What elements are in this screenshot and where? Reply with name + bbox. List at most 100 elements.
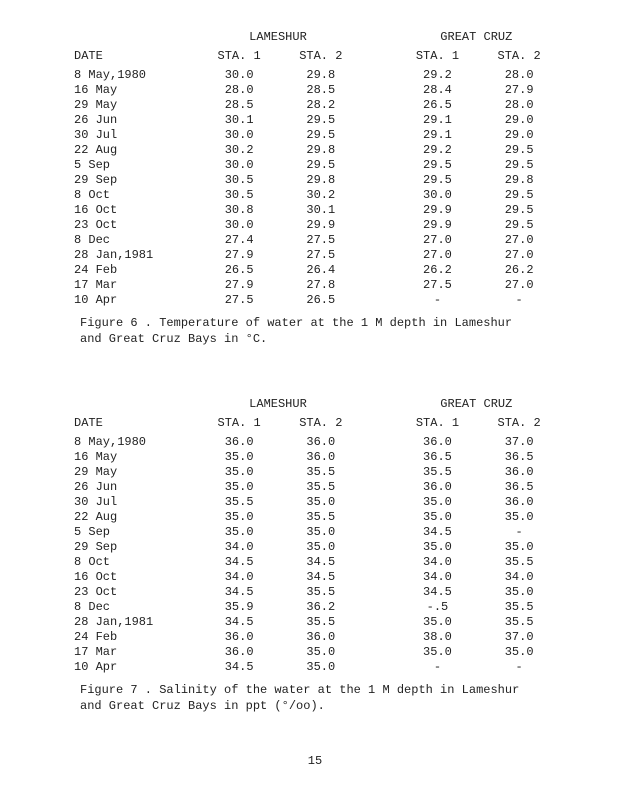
table-row: 10 Apr34.535.0--	[70, 660, 560, 675]
spacer	[362, 218, 397, 233]
col-sta: 29.8	[280, 68, 362, 83]
col-sta: 27.4	[198, 233, 280, 248]
temp-group-greatcruz: GREAT CRUZ	[397, 30, 560, 45]
col-date: DATE	[70, 416, 198, 431]
col-sta: 34.0	[198, 570, 280, 585]
sal-group-header: LAMESHUR GREAT CRUZ	[70, 397, 560, 412]
spacer	[362, 660, 397, 675]
col-sta: 30.1	[280, 203, 362, 218]
col-sta: -	[397, 660, 479, 675]
spacer	[362, 525, 397, 540]
col-sta: 29.8	[478, 173, 560, 188]
col-sta: 29.5	[478, 143, 560, 158]
col-date: 8 Dec	[70, 600, 198, 615]
col-sta: 29.8	[280, 173, 362, 188]
table-row: 22 Aug35.035.535.035.0	[70, 510, 560, 525]
col-sta: 35.0	[478, 510, 560, 525]
col-date: 23 Oct	[70, 585, 198, 600]
col-sta: 35.0	[397, 495, 479, 510]
col-sta: 36.5	[478, 450, 560, 465]
col-sta3: STA. 1	[397, 416, 479, 431]
sal-col-header: DATE STA. 1 STA. 2 STA. 1 STA. 2	[70, 416, 560, 431]
col-sta: 26.5	[198, 263, 280, 278]
spacer	[362, 495, 397, 510]
col-sta: 27.9	[478, 83, 560, 98]
table-row: 16 May28.028.528.427.9	[70, 83, 560, 98]
col-sta: 35.5	[198, 495, 280, 510]
col-date: 5 Sep	[70, 158, 198, 173]
col-sta: 27.5	[397, 278, 479, 293]
col-sta: 28.4	[397, 83, 479, 98]
col-sta: 29.5	[397, 158, 479, 173]
spacer	[362, 173, 397, 188]
col-sta: 34.5	[198, 555, 280, 570]
col-date: 26 Jun	[70, 480, 198, 495]
col-sta: 30.8	[198, 203, 280, 218]
col-sta: 35.0	[280, 660, 362, 675]
col-sta: 35.0	[478, 585, 560, 600]
col-sta: 27.8	[280, 278, 362, 293]
table-row: 26 Jun30.129.529.129.0	[70, 113, 560, 128]
col-sta: -	[478, 525, 560, 540]
table-row: 8 May,198030.029.829.228.0	[70, 68, 560, 83]
col-sta: 29.1	[397, 113, 479, 128]
spacer	[362, 510, 397, 525]
col-sta: 34.5	[280, 555, 362, 570]
col-sta: 30.2	[198, 143, 280, 158]
table-row: 22 Aug30.229.829.229.5	[70, 143, 560, 158]
col-sta: 27.0	[478, 233, 560, 248]
col-sta: 36.0	[198, 435, 280, 450]
col-sta: 36.0	[280, 435, 362, 450]
col-sta: 34.5	[198, 660, 280, 675]
table-row: 28 Jan,198134.535.535.035.5	[70, 615, 560, 630]
col-sta: 26.2	[478, 263, 560, 278]
spacer	[362, 555, 397, 570]
col-sta: 27.5	[280, 248, 362, 263]
col-sta: 29.9	[397, 218, 479, 233]
col-sta: -	[478, 293, 560, 308]
col-sta3: STA. 1	[397, 49, 479, 64]
table-row: 26 Jun35.035.536.036.5	[70, 480, 560, 495]
table-row: 29 May28.528.226.528.0	[70, 98, 560, 113]
col-sta: 29.1	[397, 128, 479, 143]
col-sta: 29.5	[280, 128, 362, 143]
sal-caption: Figure 7 . Salinity of the water at the …	[80, 683, 540, 714]
col-sta: 35.0	[280, 540, 362, 555]
col-sta: 36.0	[280, 630, 362, 645]
col-sta: 30.5	[198, 173, 280, 188]
col-sta: 35.0	[397, 615, 479, 630]
col-sta: 36.5	[397, 450, 479, 465]
col-sta: 34.5	[397, 585, 479, 600]
spacer	[362, 293, 397, 308]
col-sta: 29.0	[478, 113, 560, 128]
col-sta: 36.0	[478, 465, 560, 480]
col-sta: 27.9	[198, 248, 280, 263]
col-sta: 34.0	[478, 570, 560, 585]
spacer	[362, 83, 397, 98]
spacer	[362, 143, 397, 158]
temp-group-lameshur: LAMESHUR	[198, 30, 361, 45]
col-sta: -.5	[397, 600, 479, 615]
col-date: 16 Oct	[70, 203, 198, 218]
spacer	[362, 435, 397, 450]
col-sta: 35.5	[280, 465, 362, 480]
col-date: DATE	[70, 49, 198, 64]
table-row: 29 Sep30.529.829.529.8	[70, 173, 560, 188]
col-sta: 36.0	[198, 645, 280, 660]
table-row: 8 Oct30.530.230.029.5	[70, 188, 560, 203]
table-row: 24 Feb36.036.038.037.0	[70, 630, 560, 645]
col-date: 17 Mar	[70, 278, 198, 293]
table-row: 8 Dec35.936.2-.535.5	[70, 600, 560, 615]
spacer	[362, 645, 397, 660]
col-sta: 29.5	[478, 158, 560, 173]
col-sta: 35.0	[280, 495, 362, 510]
col-sta: 35.0	[397, 645, 479, 660]
table-row: 17 Mar36.035.035.035.0	[70, 645, 560, 660]
col-sta: 35.5	[397, 465, 479, 480]
col-sta: 34.0	[397, 555, 479, 570]
col-sta: 26.5	[280, 293, 362, 308]
col-sta: 30.0	[198, 218, 280, 233]
col-sta: 27.0	[397, 233, 479, 248]
col-date: 29 Sep	[70, 173, 198, 188]
col-sta: 29.5	[478, 218, 560, 233]
